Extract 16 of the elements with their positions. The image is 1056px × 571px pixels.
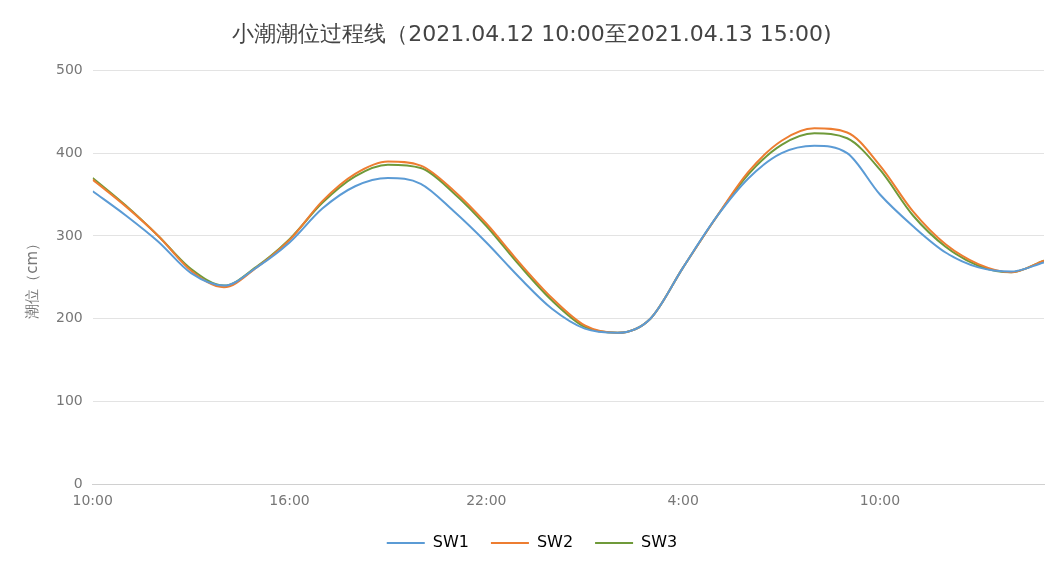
x-tick-label: 10:00 — [72, 492, 113, 509]
legend-label: SW2 — [536, 532, 574, 552]
x-tick-label: 4:00 — [667, 492, 699, 509]
x-tick-label: 16:00 — [269, 492, 310, 509]
y-tick-label: 300 — [55, 226, 83, 243]
x-tick-label: 22:00 — [466, 492, 507, 509]
legend-label: SW3 — [641, 532, 678, 552]
y-tick-label: 200 — [55, 309, 83, 326]
y-axis-title: 潮位（cm） — [22, 235, 41, 319]
y-tick-label: 400 — [55, 143, 83, 160]
y-tick-label: 0 — [73, 474, 83, 491]
x-tick-label: 10:00 — [859, 492, 901, 509]
y-tick-label: 500 — [55, 61, 83, 78]
chart-title: 小潮潮位过程线（2021.04.12 10:00至2021.04.13 15:00) — [232, 20, 832, 46]
y-tick-label: 100 — [55, 392, 83, 409]
legend-label: SW1 — [432, 532, 469, 552]
